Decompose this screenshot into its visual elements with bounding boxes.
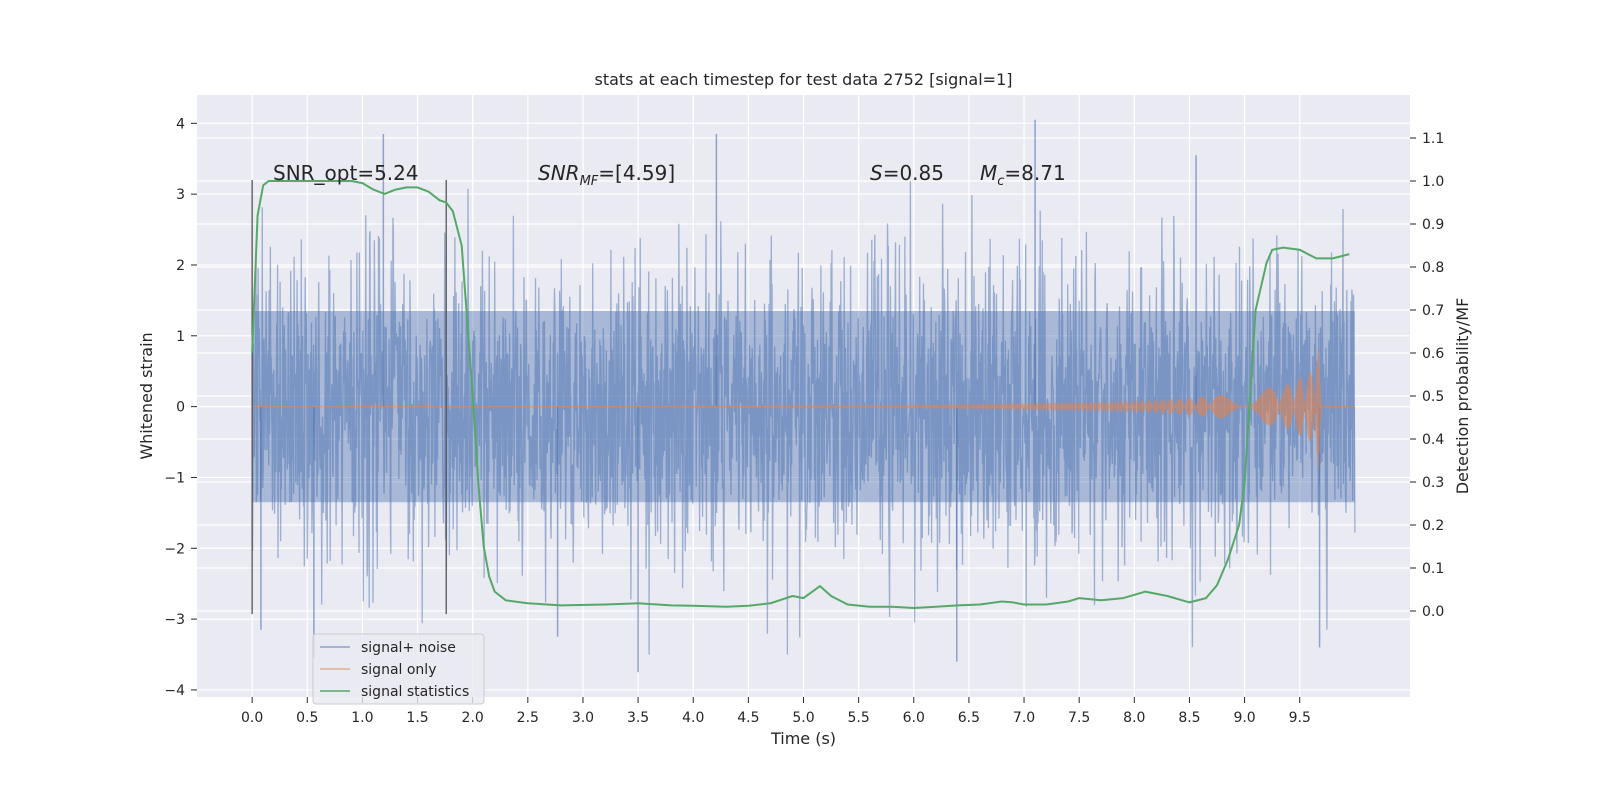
y-tick-label: 4: [176, 116, 185, 132]
y2-tick-label: 0.8: [1422, 260, 1444, 276]
y2-tick-label: 0.2: [1422, 518, 1444, 534]
annotation-mc-base: M: [980, 161, 997, 185]
y2-tick-label: 0.0: [1422, 604, 1444, 620]
y2-tick-label: 1.1: [1422, 131, 1444, 147]
annotation-snr-opt: SNR_opt=5.24: [273, 161, 419, 185]
annotation-mc-sub: c: [997, 174, 1004, 189]
legend: signal+ noise signal only signal statist…: [312, 633, 485, 705]
x-tick-label: 6.5: [958, 710, 980, 726]
x-tick-label: 4.5: [737, 710, 759, 726]
x-tick-label: 9.0: [1233, 710, 1255, 726]
y2-tick-label: 0.1: [1422, 561, 1444, 577]
signal-only-series: [252, 348, 1355, 467]
legend-label-signal-noise: signal+ noise: [361, 640, 456, 656]
x-tick-label: 7.0: [1013, 710, 1035, 726]
annotation-s-value: =0.85: [883, 161, 944, 185]
y-tick-label: −2: [164, 541, 185, 557]
signal-statistics-line: [251, 180, 1350, 609]
y-tick-label: −3: [164, 612, 185, 628]
annotation-snr-mf-sub: MF: [580, 174, 599, 189]
vertical-markers: [251, 179, 447, 615]
annotation-mc: Mc=8.71: [980, 161, 1066, 189]
y-tick-label: 3: [176, 187, 185, 203]
x-tick-label: 3.0: [572, 710, 594, 726]
x-tick-label: 3.5: [627, 710, 649, 726]
y2-tick-label: 0.7: [1422, 303, 1444, 319]
y2-tick-label: 0.4: [1422, 432, 1444, 448]
y2-axis-label: Detection probability/MF: [1453, 298, 1472, 495]
x-tick-label: 7.5: [1068, 710, 1090, 726]
y-tick-label: 1: [176, 329, 185, 345]
x-tick-label: 8.5: [1178, 710, 1200, 726]
chart-title: stats at each timestep for test data 275…: [594, 70, 1012, 89]
y-tick-label: 0: [176, 400, 185, 416]
legend-label-signal-statistics: signal statistics: [361, 684, 469, 700]
x-tick-label: 0.0: [241, 710, 263, 726]
signal-noise-line: [251, 181, 1356, 655]
x-tick-label: 9.5: [1289, 710, 1311, 726]
y2-tick-label: 0.6: [1422, 346, 1444, 362]
y-axis-label: Whitened strain: [137, 332, 156, 459]
annotation-snr-mf: SNRMF=[4.59]: [538, 161, 675, 189]
annotation-mc-value: =8.71: [1004, 161, 1065, 185]
y-tick-label: −1: [164, 470, 185, 486]
x-tick-label: 8.0: [1123, 710, 1145, 726]
y2-tick-label: 0.5: [1422, 389, 1444, 405]
y-tick-label: −4: [164, 683, 185, 699]
x-tick-label: 5.5: [848, 710, 870, 726]
annotation-snr-mf-base: SNR: [538, 161, 580, 185]
signal-only-line: [252, 348, 1355, 467]
legend-box: [312, 633, 485, 705]
x-tick-label: 2.5: [517, 710, 539, 726]
y2-tick-label: 0.3: [1422, 475, 1444, 491]
ticks: 0.0 0.5 1.0 1.5 2.0 2.5 3.0 3.5 4.0 4.5 5.0 5.5 6.0 6…: [164, 116, 1444, 726]
annotation-snr-mf-value: =[4.59]: [598, 161, 675, 185]
annotation-s-base: S: [870, 161, 883, 185]
x-tick-label: 6.0: [903, 710, 925, 726]
x-tick-label: 2.0: [462, 710, 484, 726]
x-tick-label: 0.5: [296, 710, 318, 726]
signal-statistics-series: [251, 180, 1350, 609]
legend-label-signal-only: signal only: [361, 662, 436, 678]
x-tick-label: 5.0: [792, 710, 814, 726]
y2-tick-label: 0.9: [1422, 217, 1444, 233]
annotation-s: S=0.85: [870, 161, 944, 185]
x-tick-label: 4.0: [682, 710, 704, 726]
annotations: SNR_opt=5.24 SNRMF=[4.59] S=0.85 Mc=8.71: [273, 161, 1066, 189]
x-tick-label: 1.0: [351, 710, 373, 726]
y2-tick-label: 1.0: [1422, 174, 1444, 190]
x-tick-label: 1.5: [406, 710, 428, 726]
y-tick-label: 2: [176, 258, 185, 274]
x-axis-label: Time (s): [770, 729, 836, 748]
